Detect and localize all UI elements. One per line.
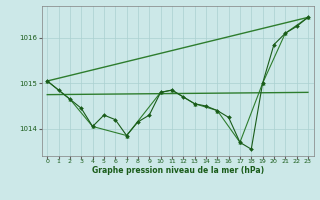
X-axis label: Graphe pression niveau de la mer (hPa): Graphe pression niveau de la mer (hPa): [92, 166, 264, 175]
